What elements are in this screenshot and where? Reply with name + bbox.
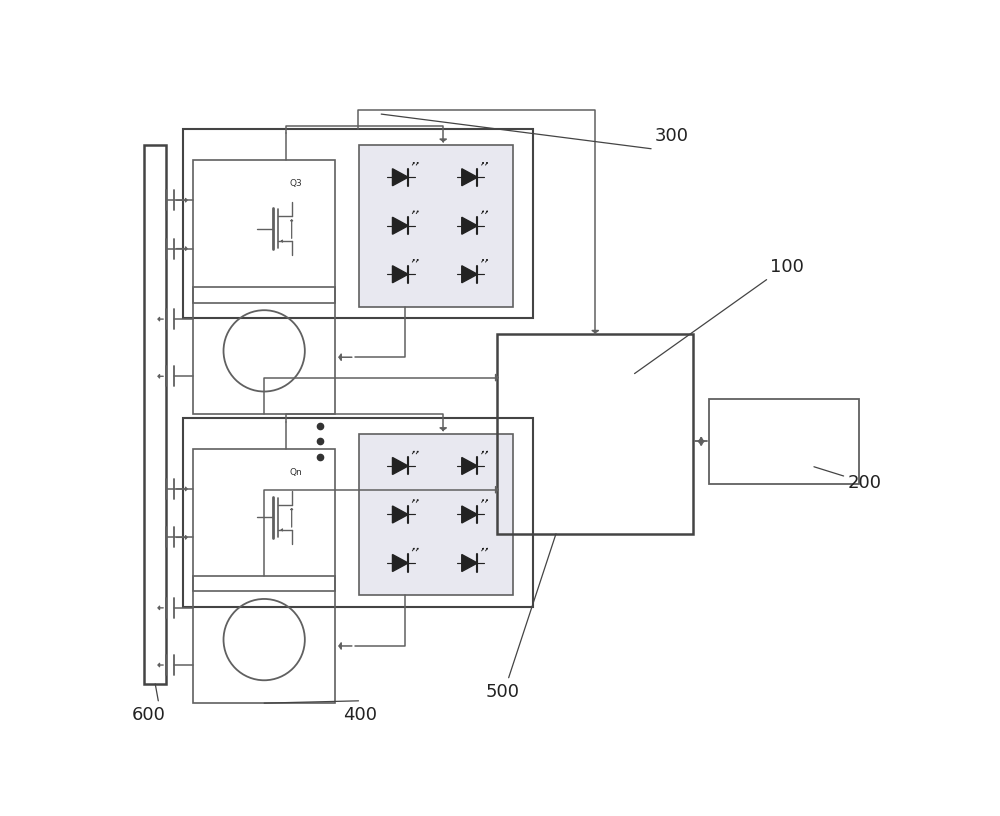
Polygon shape: [392, 169, 408, 186]
Text: 600: 600: [131, 706, 165, 724]
Bar: [193, 449, 335, 592]
Polygon shape: [392, 458, 408, 474]
Polygon shape: [462, 555, 477, 571]
Bar: [497, 334, 693, 534]
Text: 200: 200: [847, 473, 881, 491]
Polygon shape: [462, 266, 477, 283]
Text: 100: 100: [770, 258, 804, 276]
Polygon shape: [462, 506, 477, 523]
Polygon shape: [392, 217, 408, 234]
Bar: [183, 130, 533, 318]
Bar: [144, 145, 166, 684]
Polygon shape: [462, 169, 477, 186]
Bar: [193, 576, 335, 703]
Polygon shape: [462, 458, 477, 474]
Polygon shape: [392, 555, 408, 571]
Polygon shape: [392, 506, 408, 523]
Text: 500: 500: [486, 683, 520, 701]
Bar: [709, 399, 859, 484]
Bar: [183, 419, 533, 607]
Text: 400: 400: [343, 706, 377, 724]
Polygon shape: [462, 217, 477, 234]
Polygon shape: [392, 266, 408, 283]
Text: 300: 300: [655, 127, 689, 145]
Text: Qn: Qn: [290, 468, 303, 477]
Bar: [359, 433, 512, 596]
Bar: [359, 145, 512, 307]
Text: Q3: Q3: [290, 179, 303, 188]
Bar: [193, 160, 335, 303]
Bar: [193, 287, 335, 415]
